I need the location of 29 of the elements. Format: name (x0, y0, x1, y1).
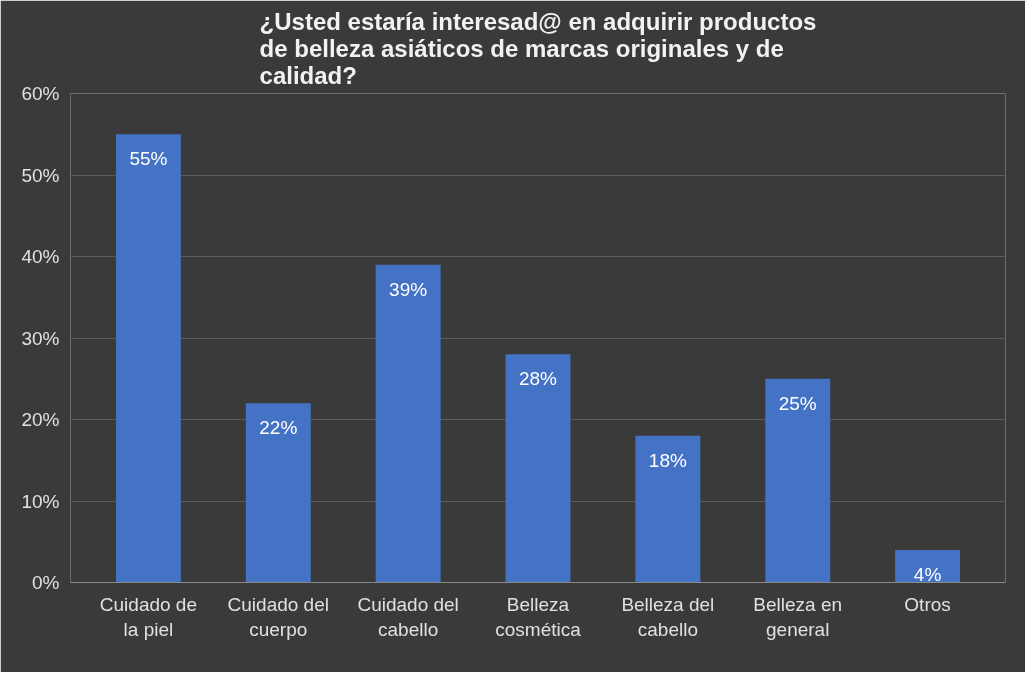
y-tick-label: 40% (21, 246, 60, 267)
bar (895, 549, 961, 583)
x-tick-label: Cuidado del cuerpo (227, 593, 329, 640)
bar (635, 435, 701, 583)
bar (505, 354, 571, 583)
y-tick-label: 10% (21, 490, 60, 512)
y-tick-label: 30% (21, 327, 60, 349)
y-tick-label: 50% (21, 164, 60, 186)
x-tick-label: Cuidado de la piel (99, 593, 198, 640)
bar (245, 403, 311, 583)
data-label: 28% (518, 368, 558, 390)
data-label: 55% (129, 148, 168, 170)
y-tick-label: 0% (32, 572, 60, 593)
data-label: 18% (648, 449, 687, 471)
bar (765, 378, 831, 583)
x-tick-label: Belleza del cabello (621, 593, 715, 640)
data-label: 25% (778, 392, 817, 414)
chart-title: ¿Usted estaría interesad@ en adquirir productos de belleza asiáticos de marcas originales y de calidad? (259, 7, 817, 89)
x-tick-label: Otros (904, 593, 951, 615)
y-tick-label: 20% (21, 409, 60, 430)
x-tick-label: Cuidado del cabello (357, 593, 459, 640)
y-tick-label: 60% (21, 83, 60, 104)
data-label: 39% (389, 278, 428, 300)
x-tick-label: Belleza cosmética (495, 593, 582, 640)
bar (115, 134, 181, 583)
data-label: 4% (913, 563, 942, 585)
data-label: 22% (259, 417, 298, 439)
x-tick-label: Belleza en general (753, 593, 843, 640)
bar (375, 264, 441, 583)
